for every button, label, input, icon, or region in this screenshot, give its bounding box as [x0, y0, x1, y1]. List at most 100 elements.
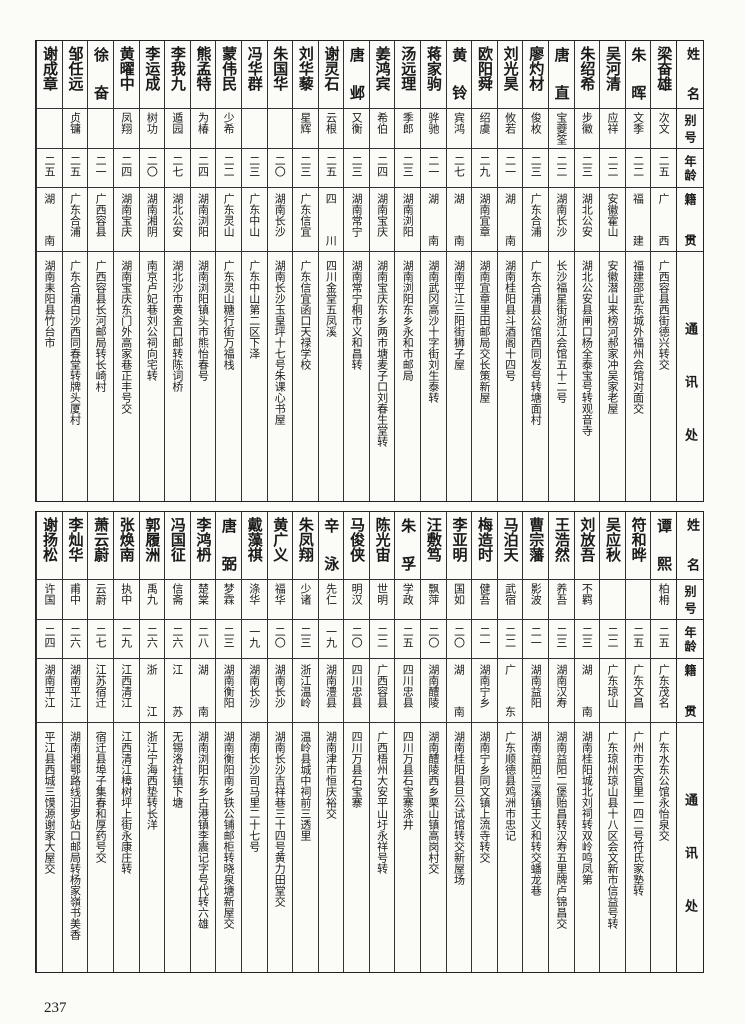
native-cell: 湖南 [497, 188, 523, 252]
table-row: 李亚明 国如 二〇 湖南 湖南桂阳县旦公试馆转交新屋场 [445, 512, 472, 972]
name-cell: 唐弼 [216, 512, 241, 580]
table-row: 张焕南 执中 二九 江西清江 江西清江樟树坪上街永康庄转 [112, 512, 139, 972]
age-cell: 二四 [190, 149, 216, 188]
native-cell: 湖南长沙 [267, 659, 293, 723]
header-name: 姓名 [677, 512, 703, 580]
native-cell: 湖南常宁 [344, 188, 369, 252]
address-cell: 湖南宁乡同文镇上流寺转交 [478, 731, 492, 863]
address-cell: 广东灵山糖行街万福栈 [222, 260, 236, 370]
native-cell: 湖南 [190, 659, 216, 723]
alias-cell: 希伯 [369, 109, 395, 149]
age-cell: 二一 [472, 620, 497, 659]
alias-cell: 养吾 [549, 580, 574, 620]
alias-cell: 遁园 [165, 109, 190, 149]
name-cell: 熊孟特 [190, 41, 216, 109]
native-cell: 安徽霍山 [600, 188, 625, 252]
name-cell: 李亚明 [446, 512, 472, 580]
header-address: 通讯处 [682, 793, 697, 912]
native-cell: 广东合浦 [62, 188, 88, 252]
alias-cell: 涤华 [241, 580, 267, 620]
alias-cell: 少希 [216, 109, 241, 149]
native-cell: 广西容县 [369, 659, 395, 723]
age-cell: 二五 [37, 149, 62, 188]
native-cell: 湖南宝庆 [113, 188, 139, 252]
roster-table-bottom: 姓名 别号 年龄 籍贯 通讯处 谭熙 柏枏 二五 广东茂名 广东水东公馆永怡泉交 符和晔 二五 广东文昌… [35, 511, 704, 973]
native-cell: 湖南汉寿 [549, 659, 574, 723]
age-cell: 二二 [497, 620, 523, 659]
header-alias: 别号 [677, 109, 703, 149]
alias-cell: 应祥 [600, 109, 625, 149]
alias-cell: 健吾 [472, 580, 497, 620]
name-cell: 唐直 [549, 41, 574, 109]
address-cell: 广东琼州琼山县十八区会文新市信益号转 [606, 731, 620, 929]
address-cell: 湖南长沙司马里二十七号 [247, 731, 261, 852]
age-cell: 二二 [600, 620, 625, 659]
native-cell: 湖南 [37, 188, 62, 252]
table-row: 梅造时 健吾 二一 湖南宁乡 湖南宁乡同文镇上流寺转交 [471, 512, 497, 972]
name-cell: 陈光宙 [369, 512, 395, 580]
table-row: 陈光宙 世明 二二 广西容县 广西梧州大安平山圩永祥号转 [368, 512, 395, 972]
alias-cell: 武宿 [497, 580, 523, 620]
address-cell: 湖北公安县闸口杨全泰宝号转观音寺 [580, 260, 594, 436]
address-cell: 湖南浏阳东乡永和市邮局 [401, 260, 415, 381]
age-cell: 一九 [318, 620, 344, 659]
name-cell: 马俊侠 [344, 512, 369, 580]
native-cell: 广东灵山 [216, 188, 241, 252]
alias-cell: 楚棠 [190, 580, 216, 620]
alias-cell: 许国 [37, 580, 62, 620]
alias-cell: 国如 [446, 580, 472, 620]
age-cell: 二〇 [267, 149, 293, 188]
native-cell: 广西 [651, 188, 676, 252]
address-cell: 湖南武冈高沙十字街刘生泰转 [426, 260, 440, 403]
address-cell: 湖南醴陵西乡栗山镇高岗村交 [426, 731, 440, 874]
age-cell: 二六 [139, 620, 165, 659]
age-cell: 二三 [241, 149, 267, 188]
table-row: 吴应秋 二二 广东琼山 广东琼州琼山县十八区会文新市信益号转 [599, 512, 625, 972]
address-cell: 广东合浦白沙西同春堂转牌头厦村 [68, 260, 82, 425]
alias-cell [267, 109, 293, 149]
name-cell: 马泊天 [497, 512, 523, 580]
table-row: 符和晔 二五 广东文昌 广州市天官里一四二号符氏家塾转 [624, 512, 651, 972]
age-cell: 二五 [318, 149, 344, 188]
name-cell: 朱孚 [395, 512, 421, 580]
address-cell: 湖南桂阳城北刘祠转双岭鸣凤第 [580, 731, 594, 885]
age-cell: 二四 [37, 620, 62, 659]
age-cell: 二〇 [267, 620, 293, 659]
age-cell: 二〇 [344, 620, 369, 659]
header-column: 姓名 别号 年龄 籍贯 通讯处 [676, 41, 703, 501]
header-native: 籍贯 [677, 659, 703, 723]
address-cell: 宿迁县埠子集春和厚药号交 [94, 731, 108, 863]
age-cell: 二三 [344, 149, 369, 188]
name-cell: 谢灵石 [318, 41, 344, 109]
native-cell: 湖南益阳 [523, 659, 549, 723]
age-cell: 二二 [216, 149, 241, 188]
alias-cell: 不羁 [574, 580, 600, 620]
address-cell: 平江县西城三馍源谢家大屋交 [42, 731, 56, 874]
table-row: 戴藻祺 涤华 一九 湖南长沙 湖南长沙司马里二十七号 [240, 512, 267, 972]
table-row: 熊孟特 为椿 二四 湖南浏阳 湖南浏阳镇头市熊怡春号 [189, 41, 216, 501]
native-cell: 湖南宜章 [472, 188, 497, 252]
name-cell: 朱晖 [625, 41, 651, 109]
native-cell: 湖南 [446, 188, 472, 252]
native-cell: 湖南宝庆 [369, 188, 395, 252]
alias-cell: 梦霖 [216, 580, 241, 620]
table-row: 曹宗藩 影波 二一 湖南益阳 湖南益阳兰溪镇王义和转交蟠龙巷 [522, 512, 549, 972]
native-cell: 湖北公安 [574, 188, 600, 252]
native-cell: 湖南 [574, 659, 600, 723]
name-cell: 戴藻祺 [241, 512, 267, 580]
native-cell: 湖南 [446, 659, 472, 723]
address-cell: 湖北沙市黄金口邮转陈词桥 [170, 260, 184, 392]
alias-cell: 文季 [625, 109, 651, 149]
header-name: 姓名 [677, 41, 703, 109]
age-cell: 二五 [395, 620, 421, 659]
alias-cell: 甫中 [62, 580, 88, 620]
alias-cell: 步徽 [574, 109, 600, 149]
name-cell: 朱绍希 [574, 41, 600, 109]
alias-cell: 为椿 [190, 109, 216, 149]
address-cell: 无锡洛社镇下塘 [170, 731, 184, 808]
age-cell: 二七 [165, 149, 190, 188]
age-cell: 二四 [369, 149, 395, 188]
address-cell: 广东顺德县鸡洲市忠记 [503, 731, 517, 841]
age-cell: 二三 [395, 149, 421, 188]
table-row: 黄铃 宾鸿 二七 湖南 湖南平江三阳街狮子屋 [445, 41, 472, 501]
